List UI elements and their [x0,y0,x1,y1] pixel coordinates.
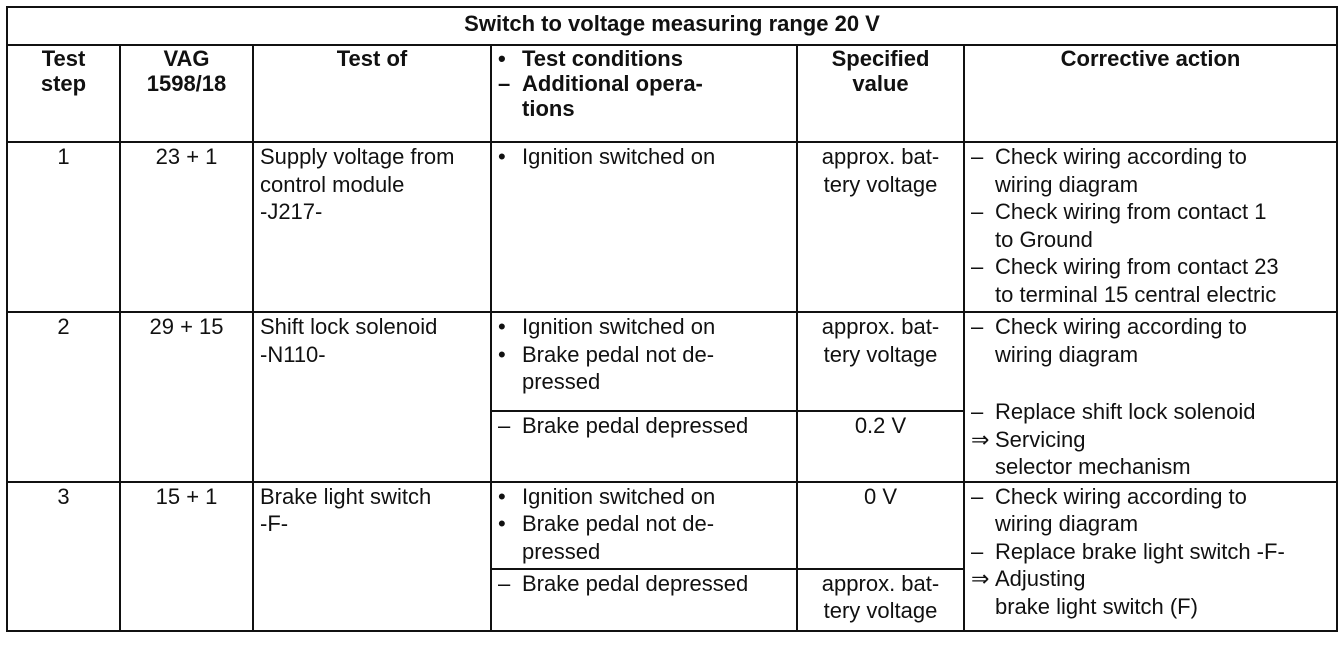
table-row: 2 29 + 15 Shift lock solenoid -N110- • Ig… [6,311,1339,483]
voltage-test-table: Switch to voltage measuring range 20 V T… [5,6,1339,632]
cell-vag: 15 + 1 [119,480,254,632]
cell-specified: approx. bat- tery voltage [796,311,965,412]
cell-corrective: – Check wiring according to wiring diagra… [962,311,1339,483]
cell-specified: 0 V [796,480,965,570]
cell-vag: 23 + 1 [119,141,254,313]
cell-step: 3 [6,480,121,632]
cell-specified: approx. bat- tery voltage [796,141,965,313]
cell-corrective: – Check wiring according to wiring diagra… [962,480,1339,632]
table-row: 3 15 + 1 Brake light switch -F- • Ignitio… [6,480,1339,632]
table-row: – Brake pedal depressed 0.2 V [7,409,1337,483]
header-vag: VAG 1598/18 [119,44,254,143]
cell-test-of: Supply voltage from control module -J217… [252,141,492,313]
cell-step: 1 [6,141,121,313]
cell-conditions: • Ignition switched on • Brake pedal not d… [490,480,798,570]
cell-conditions: – Brake pedal depressed [490,409,798,483]
cell-conditions: – Brake pedal depressed [490,567,798,632]
table-row: – Brake pedal depressed approx. bat- tery… [7,567,1337,632]
header-test-step: Test step [6,44,121,143]
header-corrective: Corrective action [962,44,1339,143]
cell-specified: approx. bat- tery voltage [796,567,965,632]
cell-conditions: • Ignition switched on • Brake pedal not d… [490,311,798,412]
cell-specified: 0.2 V [796,409,965,483]
table-row: 1 23 + 1 Supply voltage from control mod… [6,141,1339,313]
header-test-of: Test of [252,44,492,143]
cell-conditions: • Ignition switched on [490,141,798,313]
header-specified: Specified value [796,44,965,143]
range-banner: Switch to voltage measuring range 20 V [5,6,1339,46]
cell-test-of: Brake light switch -F- [252,480,492,632]
cell-vag: 29 + 15 [119,311,254,483]
cell-step: 2 [6,311,121,483]
cell-test-of: Shift lock solenoid -N110- [252,311,492,483]
header-conditions: • Test conditions – Additional opera- tion… [490,44,798,143]
cell-corrective: – Check wiring according to wiring diagra… [962,141,1339,313]
